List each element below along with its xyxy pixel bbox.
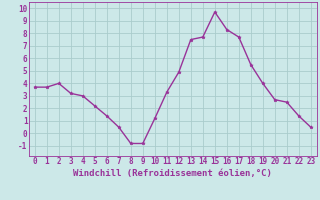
X-axis label: Windchill (Refroidissement éolien,°C): Windchill (Refroidissement éolien,°C)	[73, 169, 272, 178]
